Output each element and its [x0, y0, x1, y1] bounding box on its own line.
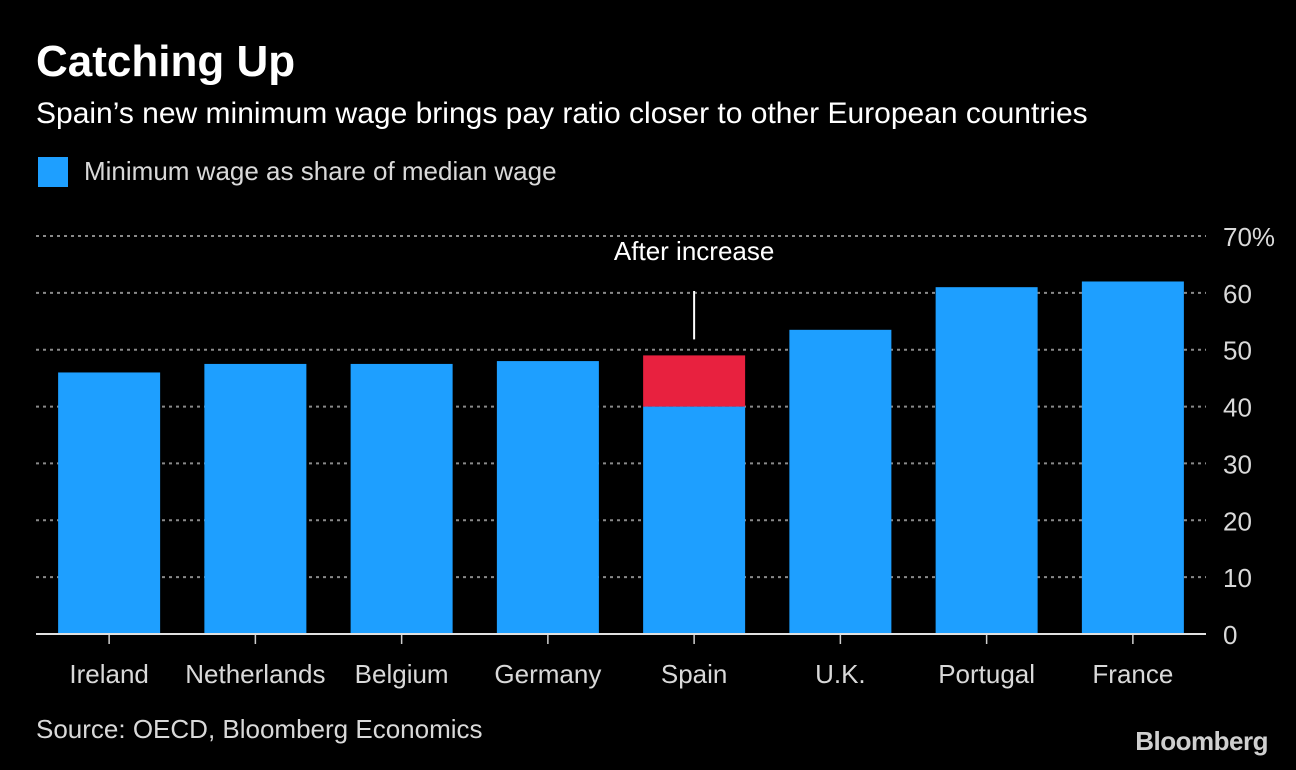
y-tick-label: 60 — [1223, 279, 1252, 309]
x-tick-label: Portugal — [938, 659, 1035, 689]
chart-subtitle: Spain’s new minimum wage brings pay rati… — [36, 97, 1088, 130]
bar — [204, 363, 307, 634]
legend-swatch — [38, 156, 68, 187]
bar — [58, 372, 161, 634]
legend-label: Minimum wage as share of median wage — [84, 156, 557, 186]
annotation-label: After increase — [614, 236, 774, 266]
x-tick-label: Spain — [661, 659, 728, 689]
bar — [643, 406, 746, 634]
y-tick-label: 0 — [1223, 620, 1237, 650]
x-tick-label: Netherlands — [185, 659, 325, 689]
chart-title: Catching Up — [36, 37, 296, 86]
legend: Minimum wage as share of median wage — [38, 156, 557, 187]
y-tick-label: 70% — [1223, 222, 1275, 252]
bar — [935, 287, 1038, 634]
bloomberg-logo: Bloomberg — [1135, 726, 1268, 756]
x-tick-label: U.K. — [815, 659, 866, 689]
y-tick-label: 30 — [1223, 449, 1252, 479]
bar-increase — [643, 355, 746, 407]
y-tick-label: 50 — [1223, 336, 1252, 366]
bar — [1081, 281, 1184, 634]
source-note: Source: OECD, Bloomberg Economics — [36, 714, 483, 744]
y-tick-label: 10 — [1223, 563, 1252, 593]
y-tick-label: 40 — [1223, 393, 1252, 423]
x-tick-label: France — [1092, 659, 1173, 689]
x-tick-label: Germany — [494, 659, 601, 689]
bar — [496, 361, 599, 634]
y-tick-label: 20 — [1223, 506, 1252, 536]
x-tick-label: Belgium — [355, 659, 449, 689]
bar — [350, 363, 453, 634]
x-tick-label: Ireland — [69, 659, 149, 689]
bar — [789, 329, 892, 634]
